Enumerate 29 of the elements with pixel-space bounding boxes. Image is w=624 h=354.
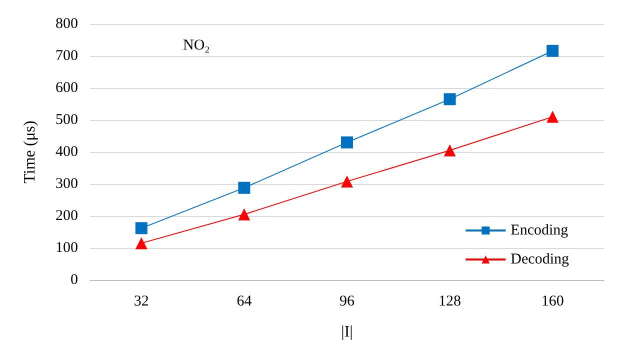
y-axis-title: Time (μs) bbox=[22, 120, 38, 184]
point bbox=[546, 110, 559, 123]
legend-label: Encoding bbox=[510, 222, 569, 238]
x-tick-label: 96 bbox=[340, 294, 355, 310]
point bbox=[135, 237, 148, 250]
point bbox=[238, 208, 250, 220]
x-tick-label: 32 bbox=[134, 294, 149, 310]
y-tick-label: 100 bbox=[56, 240, 78, 256]
y-tick-label: 200 bbox=[56, 208, 78, 224]
point bbox=[238, 182, 250, 194]
x-axis-title: |I| bbox=[341, 324, 353, 340]
point bbox=[135, 222, 148, 234]
y-tick-label: 500 bbox=[56, 112, 78, 128]
point bbox=[546, 44, 559, 57]
y-tick-label: 800 bbox=[56, 16, 78, 32]
point bbox=[444, 93, 456, 106]
point bbox=[341, 136, 353, 148]
point bbox=[341, 175, 353, 188]
y-tick-label: 700 bbox=[56, 48, 78, 64]
x-tick-label: 128 bbox=[438, 294, 462, 310]
x-tick-label: 160 bbox=[541, 294, 564, 310]
y-tick-label: 300 bbox=[56, 176, 78, 192]
y-tick-label: 400 bbox=[56, 144, 78, 160]
y-tick-label: 0 bbox=[70, 272, 78, 288]
legend-label: Decoding bbox=[510, 252, 570, 268]
y-tick-label: 600 bbox=[56, 80, 78, 96]
annotation: NO₂ bbox=[183, 38, 210, 54]
x-tick-label: 64 bbox=[236, 294, 252, 310]
point bbox=[444, 144, 456, 156]
